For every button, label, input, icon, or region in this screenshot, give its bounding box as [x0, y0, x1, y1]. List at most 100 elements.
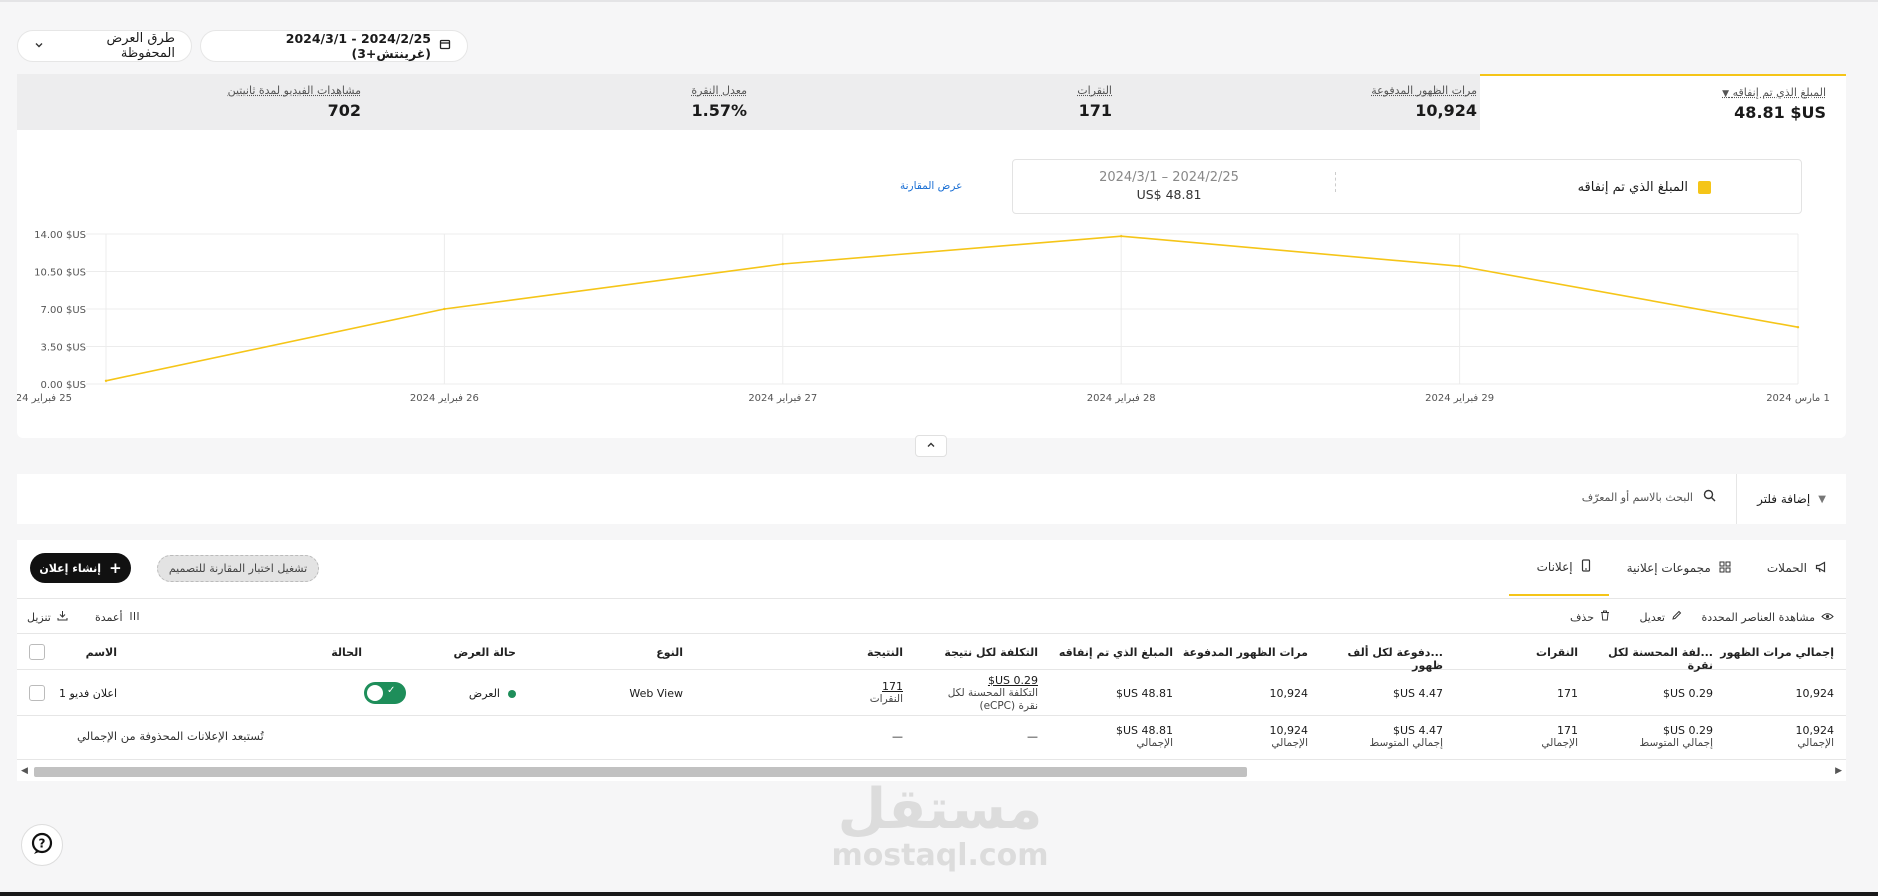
paid-impressions-value: 10,924 [1269, 687, 1309, 700]
result-value[interactable]: 171 [882, 680, 903, 693]
y-tick-label: 14.00 $US [34, 230, 86, 241]
col-total-impressions[interactable]: إجمالي مرات الظهور [1720, 646, 1834, 659]
col-cpm[interactable]: ...دفوعة لكل ألف ظهور [1347, 646, 1443, 672]
metric-ctr[interactable]: معدل النقرة 1.57% [387, 74, 747, 130]
col-name[interactable]: الاسم [85, 646, 117, 659]
totals-note: تُستبعد الإعلانات المحذوفة من الإجمالي [77, 729, 264, 743]
top-border [0, 0, 1878, 2]
date-range-picker[interactable]: 2024/2/25 - 2024/3/1 (غرينتش+3) [200, 30, 468, 62]
scroll-right-icon[interactable]: ▶ [1835, 766, 1842, 776]
x-tick-label: 28 فبراير 2024 [1087, 393, 1156, 404]
x-tick-label: 25 فبراير 2024 [17, 393, 72, 404]
watermark: مستقل mostaql.com [825, 780, 1055, 872]
y-tick-label: 10.50 $US [34, 268, 86, 279]
col-cost-per-result[interactable]: التكلفة لكل نتيجة [944, 646, 1038, 659]
totals-total-impressions-value: 10,924 [1795, 724, 1835, 737]
ab-test-button[interactable]: تشغيل اختبار المقارنة للتصميم [157, 555, 319, 582]
add-filter-button[interactable]: ▼ إضافة فلتر [1736, 474, 1846, 524]
columns-label: أعمدة [95, 610, 123, 624]
legend-series[interactable]: المبلغ الذي تم إنفاقه [1578, 180, 1711, 195]
totals-spent-label: الإجمالي [1136, 737, 1173, 749]
filter-bar: ▼ إضافة فلتر البحث بالاسم أو المعرّف [17, 474, 1846, 524]
data-point [781, 262, 784, 266]
svg-text:?: ? [39, 836, 46, 850]
totals-clicks-value: 171 [1557, 724, 1578, 737]
data-point [1458, 264, 1461, 268]
table-toolbar: مشاهدة العناصر المحددة تعديل حذف أعمدة ت… [17, 598, 1846, 634]
legend-range: 2024/2/25 – 2024/3/1 48.81 $US [1013, 170, 1325, 202]
megaphone-icon [1815, 560, 1828, 576]
chart-legend: المبلغ الذي تم إنفاقه 2024/2/25 – 2024/3… [1012, 159, 1802, 214]
help-button[interactable]: ? [21, 824, 63, 866]
totals-cpc-value: 0.29 US$ [1662, 724, 1713, 737]
create-ad-button[interactable]: + إنشاء إعلان [30, 553, 131, 583]
scroll-left-icon[interactable]: ◀ [21, 766, 28, 776]
edit-button[interactable]: تعديل [1639, 599, 1682, 635]
delete-button[interactable]: حذف [1570, 599, 1610, 635]
ad-name[interactable]: اعلان فديو 1 [58, 687, 117, 700]
legend-divider [1335, 172, 1336, 192]
metric-video-views-value: 702 [327, 101, 361, 120]
col-cpc[interactable]: ...لفة المحسنة لكل نقرة [1608, 646, 1713, 672]
totals-cpm: 4.47 US$ إجمالي المتوسط [1323, 724, 1443, 750]
delete-label: حذف [1570, 610, 1594, 624]
row-checkbox[interactable] [29, 685, 45, 701]
horizontal-scrollbar[interactable]: ◀ ▶ [17, 763, 1846, 781]
view-selected-button[interactable]: مشاهدة العناصر المحددة [1702, 599, 1835, 635]
total-impressions-value: 10,924 [1795, 687, 1835, 700]
col-spent[interactable]: المبلغ الذي تم إنفاقه [1058, 646, 1173, 659]
tab-ads[interactable]: إعلانات [1508, 540, 1609, 596]
columns-button[interactable]: أعمدة [95, 599, 140, 635]
col-result[interactable]: النتيجة [867, 646, 903, 659]
watermark-latin: mostaql.com [831, 838, 1049, 873]
legend-range-text: 2024/2/25 – 2024/3/1 [1099, 170, 1239, 185]
col-paid-impressions[interactable]: مرات الظهور المدفوعة [1182, 646, 1308, 659]
totals-cpc: 0.29 US$ إجمالي المتوسط [1593, 724, 1713, 750]
tab-ad-sets-label: مجموعات إعلانية [1626, 561, 1711, 575]
phone-icon [1581, 559, 1591, 575]
totals-spent: 48.81 US$ الإجمالي [1053, 724, 1173, 750]
x-tick-label: 26 فبراير 2024 [410, 393, 479, 404]
metric-video-views-label: مشاهدات الفيديو لمدة ثانيتين [227, 84, 361, 97]
metric-spent[interactable]: ▼ المبلغ الذي تم إنفاقه 48.81 $US [1480, 74, 1846, 130]
table-row[interactable]: اعلان فديو 1 ✓ العرض Web View 171 النقرا… [17, 670, 1846, 716]
metric-clicks-value: 171 [1078, 101, 1112, 120]
tab-campaigns[interactable]: الحملات [1749, 540, 1846, 596]
compare-link[interactable]: عرض المقارنة [900, 180, 963, 192]
saved-views-dropdown[interactable]: طرق العرض المحفوظة [17, 30, 192, 62]
data-point [443, 307, 446, 311]
legend-total: 48.81 $US [1136, 187, 1202, 202]
tab-ad-sets[interactable]: مجموعات إعلانية [1609, 540, 1749, 596]
metric-ctr-label: معدل النقرة [691, 84, 747, 97]
status-toggle[interactable]: ✓ [364, 682, 406, 704]
cpc-value: 0.29 US$ [1662, 687, 1713, 700]
search-field[interactable]: البحث بالاسم أو المعرّف [1582, 489, 1716, 505]
cost-per-result-value[interactable]: 0.29 US$ [987, 674, 1038, 687]
line-chart: 0.00 $US 3.50 $US 7.00 $US 10.50 $US 14.00 $… [17, 230, 1830, 404]
download-icon [57, 610, 68, 624]
search-icon [1703, 489, 1716, 505]
col-delivery[interactable]: حالة العرض [453, 646, 516, 659]
metric-video-views[interactable]: مشاهدات الفيديو لمدة ثانيتين 702 [17, 74, 361, 130]
ads-table-card: الحملات مجموعات إعلانية إعلانات + إنشاء … [17, 540, 1846, 780]
clicks-value: 171 [1557, 687, 1578, 700]
grid-icon [1719, 561, 1731, 576]
col-type[interactable]: النوع [656, 646, 683, 659]
collapse-chart-button[interactable] [915, 435, 947, 457]
totals-cpm-label: إجمالي المتوسط [1369, 737, 1443, 749]
tab-ads-label: إعلانات [1536, 560, 1573, 574]
totals-cpm-value: 4.47 US$ [1392, 724, 1443, 737]
eye-icon [1821, 611, 1834, 624]
delivery-status: العرض [416, 687, 516, 700]
saved-views-label: طرق العرض المحفوظة [106, 31, 175, 61]
col-status[interactable]: الحالة [331, 646, 362, 659]
download-button[interactable]: تنزيل [27, 599, 68, 635]
x-tick-label: 1 مارس 2024 [1766, 393, 1830, 404]
select-all-checkbox[interactable] [29, 644, 45, 660]
col-clicks[interactable]: النقرات [1536, 646, 1578, 659]
scrollbar-thumb[interactable] [34, 767, 1247, 777]
metric-paid-impressions-value: 10,924 [1415, 101, 1477, 120]
metric-paid-impressions[interactable]: مرات الظهور المدفوعة 10,924 [1117, 74, 1477, 130]
metric-clicks[interactable]: النقرات 171 [752, 74, 1112, 130]
totals-clicks-label: الإجمالي [1541, 737, 1578, 749]
